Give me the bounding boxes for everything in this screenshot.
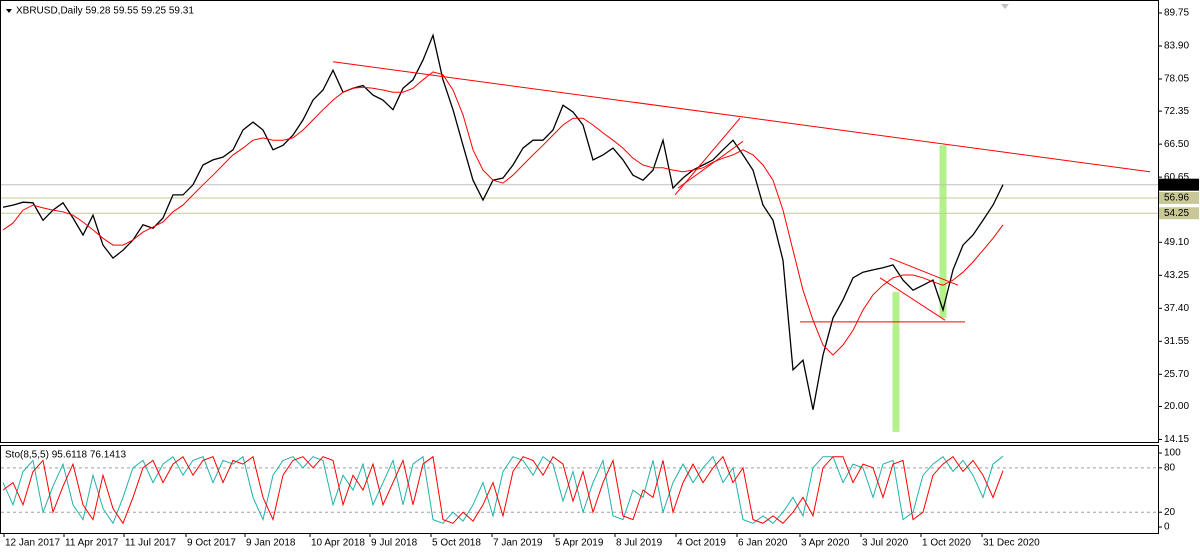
x-tick-label: 6 Jan 2020: [738, 538, 788, 549]
price-line-label-bg: [1159, 207, 1199, 220]
x-tick-label: 9 Jul 2018: [371, 538, 418, 549]
trend-line: [677, 140, 744, 189]
price-line-label: 56.96: [1164, 193, 1189, 204]
y-tick-label: 83.90: [1164, 41, 1189, 52]
y-tick-label: 100: [1164, 448, 1181, 459]
x-tick-label: 11 Jul 2017: [125, 538, 176, 549]
y-tick-label: 20: [1164, 507, 1176, 518]
stochastic-panel-frame: [0, 445, 1159, 534]
series-line: [2, 455, 1004, 525]
y-tick-label: 43.25: [1164, 270, 1189, 281]
y-tick-label: 89.75: [1164, 8, 1189, 19]
stochastic-title: Sto(8,5,5) 95.6118 76.1413: [5, 450, 126, 461]
trend-line: [879, 277, 946, 321]
y-tick-label: 49.10: [1164, 237, 1189, 248]
x-tick-label: 8 Jul 2019: [616, 538, 663, 549]
y-tick-label: 66.50: [1164, 139, 1189, 150]
y-tick-label: 80: [1164, 462, 1176, 473]
y-tick-label: 72.35: [1164, 106, 1189, 117]
x-tick-label: 5 Oct 2018: [432, 538, 481, 549]
highlight-bar: [939, 145, 947, 318]
price-line-label: 54.25: [1164, 208, 1189, 219]
symbol-menu-icon: [6, 9, 12, 13]
price-line-label-bg: [1159, 191, 1199, 204]
x-tick-label: 4 Oct 2019: [677, 538, 726, 549]
trend-line: [889, 257, 959, 286]
price-line-label-bg: [1159, 178, 1199, 191]
x-tick-label: 3 Jul 2020: [862, 538, 909, 549]
price-line-label: 59.31: [1164, 179, 1189, 190]
y-tick-label: 31.55: [1164, 336, 1189, 347]
y-tick-label: 78.05: [1164, 74, 1189, 85]
trend-line: [332, 61, 1151, 173]
series-line: [2, 33, 1004, 410]
price-title: XBRUSD,Daily 59.28 59.55 59.25 59.31: [16, 6, 194, 17]
x-tick-label: 12 Jan 2017: [5, 538, 60, 549]
y-tick-label: 20.00: [1164, 401, 1189, 412]
y-tick-label: 14.15: [1164, 434, 1189, 445]
highlight-bar: [892, 291, 900, 432]
scroll-marker: [1001, 4, 1009, 9]
x-tick-label: 10 Apr 2018: [311, 538, 365, 549]
x-tick-label: 9 Oct 2017: [187, 538, 236, 549]
x-tick-label: 1 Oct 2020: [922, 538, 971, 549]
x-tick-label: 11 Apr 2017: [65, 538, 119, 549]
x-tick-label: 9 Jan 2018: [246, 538, 296, 549]
x-tick-label: 5 Apr 2019: [555, 538, 604, 549]
series-line: [2, 71, 1004, 356]
y-tick-label: 0: [1164, 522, 1170, 533]
y-tick-label: 37.40: [1164, 303, 1189, 314]
price-panel-frame: [0, 0, 1159, 443]
y-tick-label: 25.70: [1164, 369, 1189, 380]
x-tick-label: 3 Apr 2020: [801, 538, 850, 549]
series-line: [2, 455, 1004, 525]
x-tick-label: 31 Dec 2020: [983, 538, 1040, 549]
x-tick-label: 7 Jan 2019: [493, 538, 543, 549]
y-tick-label: 60.65: [1164, 172, 1189, 183]
